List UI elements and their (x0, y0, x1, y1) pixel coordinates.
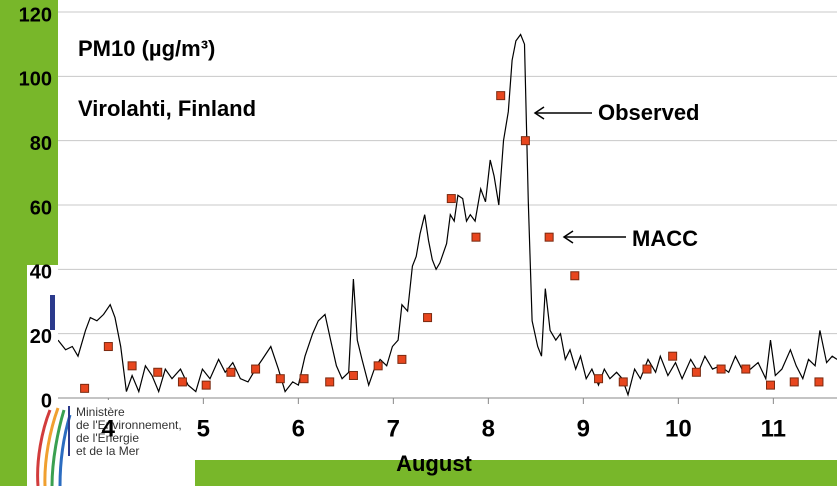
data-point (373, 361, 383, 371)
data-point (80, 383, 90, 393)
data-point (789, 377, 799, 387)
data-point (348, 370, 358, 380)
chart-subtitle: Virolahti, Finland (78, 96, 256, 121)
data-point (544, 232, 554, 242)
y-tick-label: 100 (19, 69, 52, 91)
data-point (275, 374, 285, 384)
data-point (691, 367, 701, 377)
data-point (201, 380, 211, 390)
legend-label: MACC (632, 226, 698, 251)
data-point (668, 351, 678, 361)
data-point (642, 364, 652, 374)
logo: Ministère de l'Environnement, de l'Énerg… (27, 265, 195, 486)
data-point (226, 367, 236, 377)
data-point (814, 377, 824, 387)
data-point (594, 374, 604, 384)
y-tick-label: 20 (30, 326, 52, 348)
y-tick-label: 60 (30, 197, 52, 219)
x-tick-label: 9 (577, 415, 590, 442)
data-line (57, 33, 837, 397)
data-point (177, 377, 187, 387)
data-point (741, 364, 751, 374)
y-tick-label: 120 (19, 4, 52, 26)
data-point (103, 342, 113, 352)
data-point (127, 361, 137, 371)
chart-title: PM10 (µg/m³) (78, 36, 215, 61)
data-point (766, 380, 775, 390)
x-tick-label: 8 (482, 415, 495, 442)
x-tick-label: 6 (292, 415, 305, 442)
data-point (153, 367, 163, 377)
logo-text: et de la Mer (76, 444, 139, 458)
data-point (299, 374, 309, 384)
arrowhead (533, 106, 545, 120)
legend-label: Observed (598, 100, 700, 125)
data-point (471, 232, 481, 242)
logo-text: de l'Environnement, (76, 418, 182, 432)
data-point (618, 377, 628, 387)
data-point (570, 271, 580, 281)
data-point (397, 354, 407, 364)
x-tick-label: 7 (387, 415, 400, 442)
x-tick-label: 10 (665, 415, 692, 442)
x-tick-label: 11 (761, 415, 786, 442)
data-point (446, 194, 456, 204)
y-tick-label: 40 (30, 262, 52, 284)
x-axis-label: August (396, 451, 472, 476)
data-point (423, 313, 433, 323)
x-tick-label: 4 (102, 415, 116, 442)
arrowhead (562, 230, 574, 244)
data-point (716, 364, 726, 374)
data-point (520, 136, 530, 146)
data-point (325, 377, 335, 387)
data-point (251, 364, 261, 374)
x-tick-label: 5 (197, 415, 210, 442)
data-point (496, 91, 506, 101)
logo-text: Ministère (76, 405, 125, 419)
y-tick-label: 0 (41, 390, 52, 412)
y-tick-label: 80 (30, 133, 52, 155)
logo-text: de l'Énergie (76, 430, 139, 445)
